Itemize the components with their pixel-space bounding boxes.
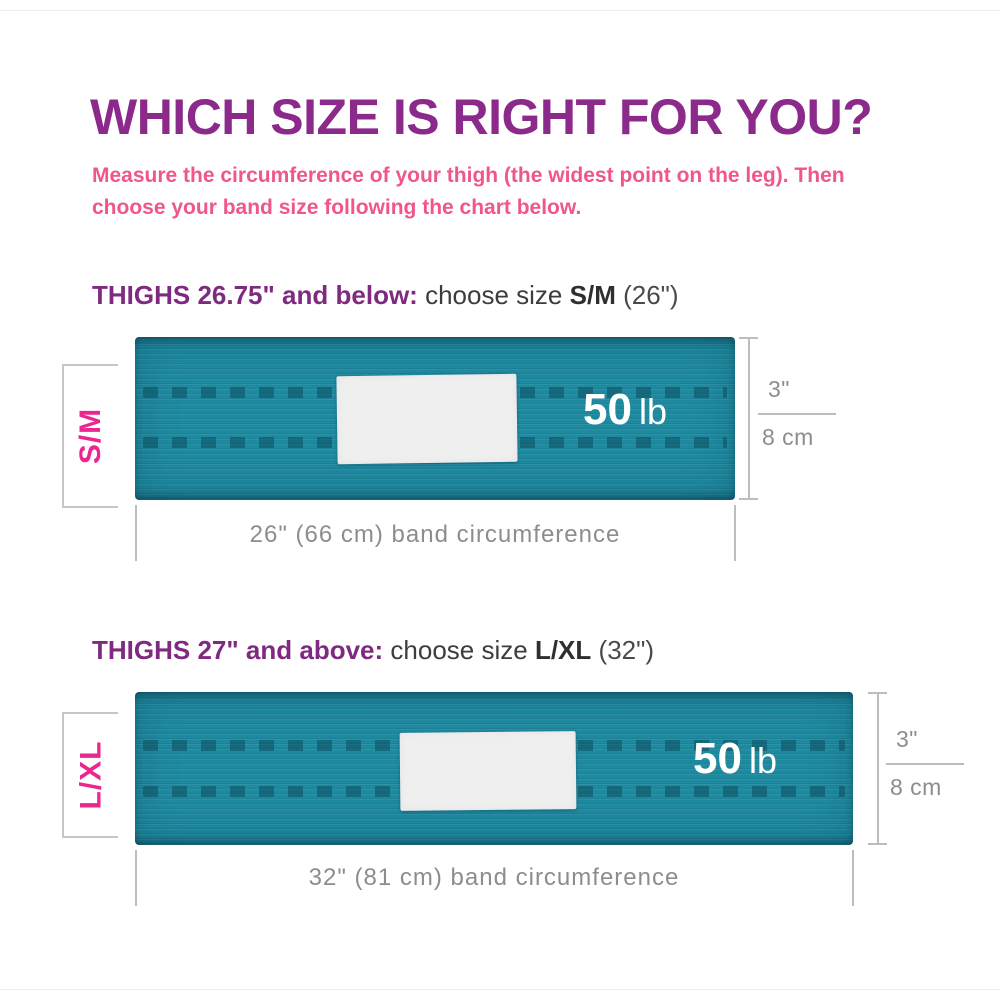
height-dimension-tick-bottom [739, 498, 758, 500]
size-side-label-lxl: L/XL [74, 740, 107, 810]
band-height-inches: 3" [768, 376, 790, 402]
heading-choose-size: choose size [390, 635, 528, 665]
height-dimension-tick-top [739, 337, 758, 339]
circumference-label-lxl: 32" (81 cm) band circumference [308, 864, 680, 891]
height-unit-separator-line [758, 413, 836, 415]
circumference-tick-left [135, 850, 137, 906]
resistance-band-lxl: 50 lb [135, 692, 853, 845]
weight-value: 50 [583, 385, 632, 434]
weight-value: 50 [693, 734, 742, 783]
size-bracket-sm: S/M [62, 364, 118, 508]
heading-thigh-range: THIGHS 26.75" and below: [92, 280, 418, 310]
weight-label: 50 lb [583, 385, 667, 435]
height-unit-separator-line [886, 763, 964, 765]
heading-size-value: S/M [569, 280, 616, 310]
section-heading-sm: THIGHS 26.75" and below: choose size S/M… [92, 280, 679, 311]
heading-size-value: L/XL [534, 635, 592, 665]
weight-unit: lb [638, 391, 667, 432]
height-dimension-tick-top [868, 692, 887, 694]
band-height-cm: 8 cm [762, 424, 814, 450]
height-dimension-line [748, 337, 750, 500]
height-dimension-tick-bottom [868, 843, 887, 845]
page-subtitle: Measure the circumference of your thigh … [92, 164, 845, 219]
size-side-label-sm: S/M [74, 407, 107, 465]
resistance-band-sm: 50 lb [135, 337, 735, 500]
circumference-tick-right [852, 850, 854, 906]
section-heading-lxl: THIGHS 27" and above: choose size L/XL (… [92, 635, 654, 666]
heading-choose-size: choose size [425, 280, 563, 310]
weight-label: 50 lb [693, 734, 777, 784]
heading-size-inches: (26") [623, 280, 679, 310]
weight-unit: lb [748, 740, 777, 781]
circumference-tick-left [135, 505, 137, 561]
band-height-cm: 8 cm [890, 774, 942, 800]
heading-thigh-range: THIGHS 27" and above: [92, 635, 384, 665]
page-title: WHICH SIZE IS RIGHT FOR YOU? [90, 89, 873, 145]
circumference-tick-right [734, 505, 736, 561]
frame-line-top [0, 10, 1000, 11]
band-label-patch [336, 373, 518, 465]
height-dimension-line [877, 692, 879, 845]
band-label-patch [399, 731, 577, 811]
circumference-label-sm: 26" (66 cm) band circumference [249, 521, 621, 548]
band-height-inches: 3" [896, 726, 918, 752]
heading-size-inches: (32") [598, 635, 654, 665]
frame-line-bottom [0, 989, 1000, 990]
size-bracket-lxl: L/XL [62, 712, 118, 838]
